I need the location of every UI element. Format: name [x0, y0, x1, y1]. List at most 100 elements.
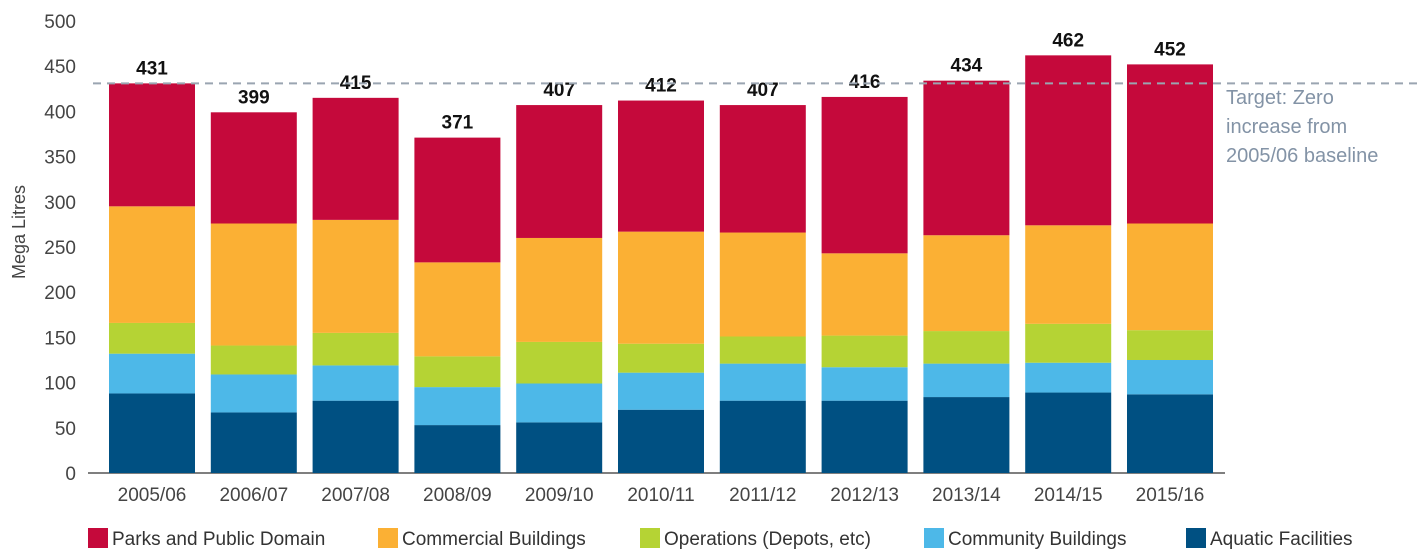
- bar-total-label: 431: [136, 58, 168, 79]
- bar-segment-operations-depots-etc: [312, 332, 399, 366]
- x-tick-label: 2005/06: [118, 485, 187, 506]
- x-tick-label: 2015/16: [1136, 485, 1205, 506]
- bar-segment-operations-depots-etc: [821, 335, 908, 368]
- bar-segment-commercial-buildings: [923, 235, 1010, 332]
- bar-segment-aquatic-facilities: [516, 422, 603, 473]
- y-tick-label: 400: [44, 102, 76, 123]
- bar-segment-operations-depots-etc: [210, 345, 297, 375]
- x-tick-label: 2009/10: [525, 485, 594, 506]
- legend-swatch: [1186, 528, 1206, 548]
- x-tick-label: 2014/15: [1034, 485, 1103, 506]
- bar-segment-parks-and-public-domain: [923, 80, 1010, 236]
- bar-segment-parks-and-public-domain: [109, 83, 195, 207]
- bar-segment-community-buildings: [516, 383, 603, 423]
- bar-segment-parks-and-public-domain: [516, 105, 603, 238]
- bar-segment-operations-depots-etc: [618, 343, 704, 373]
- bar-segment-operations-depots-etc: [719, 336, 806, 364]
- bar-total-label: 462: [1052, 30, 1084, 51]
- x-tick-label: 2007/08: [321, 485, 390, 506]
- legend: Parks and Public Domain Commercial Buildi…: [88, 528, 1353, 550]
- legend-label: Operations (Depots, etc): [664, 529, 871, 550]
- bar-total-label: 434: [951, 56, 983, 77]
- bar-segment-operations-depots-etc: [923, 331, 1010, 364]
- bar-segment-commercial-buildings: [1127, 223, 1213, 331]
- x-tick-label: 2012/13: [830, 485, 899, 506]
- bar-segment-aquatic-facilities: [1127, 394, 1213, 473]
- y-tick-label: 450: [44, 57, 76, 78]
- y-tick-label: 300: [44, 193, 76, 214]
- x-tick-label: 2011/12: [729, 485, 796, 506]
- legend-swatch: [378, 528, 398, 548]
- bar-segment-parks-and-public-domain: [618, 100, 704, 232]
- y-tick-label: 500: [44, 12, 76, 33]
- x-tick-label: 2006/07: [219, 485, 288, 506]
- bar-segment-commercial-buildings: [516, 237, 603, 342]
- bar-total-label: 407: [747, 80, 779, 101]
- bar-segment-commercial-buildings: [109, 206, 195, 323]
- bar-segment-aquatic-facilities: [719, 400, 806, 473]
- bar-segment-parks-and-public-domain: [414, 137, 501, 263]
- y-axis-label: Mega Litres: [9, 185, 29, 279]
- bar-segment-parks-and-public-domain: [821, 96, 908, 254]
- bar-segment-aquatic-facilities: [923, 397, 1010, 473]
- y-tick-label: 350: [44, 148, 76, 169]
- legend-label: Commercial Buildings: [402, 529, 586, 550]
- bar-segment-commercial-buildings: [618, 231, 704, 344]
- target-label-line-1: Target: Zero: [1226, 87, 1334, 109]
- bar-segment-operations-depots-etc: [414, 356, 501, 388]
- bar-segment-operations-depots-etc: [109, 322, 195, 354]
- bar-total-label: 407: [543, 80, 575, 101]
- y-tick-label: 0: [65, 464, 76, 485]
- bar-segment-commercial-buildings: [312, 219, 399, 333]
- legend-swatch: [924, 528, 944, 548]
- bar-total-label: 452: [1154, 39, 1186, 60]
- bar-segment-aquatic-facilities: [1025, 392, 1112, 473]
- bar-segment-commercial-buildings: [1025, 225, 1112, 324]
- bar-segment-commercial-buildings: [821, 253, 908, 336]
- legend-swatch: [640, 528, 660, 548]
- bar-segment-commercial-buildings: [210, 223, 297, 346]
- bar-segment-aquatic-facilities: [109, 393, 195, 473]
- legend-label: Community Buildings: [948, 529, 1126, 550]
- bar-segment-aquatic-facilities: [618, 409, 704, 473]
- bar-segment-operations-depots-etc: [1127, 330, 1213, 360]
- bar-segment-commercial-buildings: [719, 232, 806, 337]
- bar-segment-operations-depots-etc: [1025, 323, 1112, 363]
- bar-segment-parks-and-public-domain: [1127, 64, 1213, 224]
- bar-segment-commercial-buildings: [414, 262, 501, 357]
- y-tick-label: 200: [44, 283, 76, 304]
- bar-segment-aquatic-facilities: [210, 412, 297, 473]
- bar-segment-community-buildings: [109, 353, 195, 394]
- bar-segment-parks-and-public-domain: [312, 97, 399, 220]
- bar-segment-aquatic-facilities: [821, 400, 908, 473]
- bar-total-label: 415: [340, 73, 372, 94]
- bar-total-label: 371: [442, 113, 474, 134]
- bar-segment-community-buildings: [414, 387, 501, 426]
- x-tick-label: 2010/11: [627, 485, 694, 506]
- bar-total-label: 399: [238, 87, 270, 108]
- bar-total-label: 412: [645, 76, 677, 97]
- bar-segment-community-buildings: [923, 363, 1010, 398]
- bar-segment-parks-and-public-domain: [719, 105, 806, 233]
- bar-segment-operations-depots-etc: [516, 341, 603, 384]
- x-tick-label: 2008/09: [423, 485, 492, 506]
- legend-swatch: [88, 528, 108, 548]
- legend-label: Parks and Public Domain: [112, 529, 325, 550]
- bar-segment-community-buildings: [719, 363, 806, 401]
- y-tick-label: 150: [44, 328, 76, 349]
- legend-label: Aquatic Facilities: [1210, 529, 1353, 550]
- bar-segment-parks-and-public-domain: [1025, 55, 1112, 226]
- y-tick-label: 100: [44, 374, 76, 395]
- bar-segment-community-buildings: [1127, 360, 1213, 395]
- bar-segment-parks-and-public-domain: [210, 112, 297, 224]
- y-tick-label: 50: [55, 419, 76, 440]
- target-label-line-3: 2005/06 baseline: [1226, 145, 1378, 167]
- bar-segment-community-buildings: [210, 374, 297, 413]
- target-label-line-2: increase from: [1226, 116, 1347, 138]
- bar-segment-aquatic-facilities: [414, 425, 501, 473]
- y-tick-label: 250: [44, 238, 76, 259]
- bar-segment-community-buildings: [1025, 362, 1112, 393]
- bar-segment-community-buildings: [821, 367, 908, 401]
- x-tick-label: 2013/14: [932, 485, 1001, 506]
